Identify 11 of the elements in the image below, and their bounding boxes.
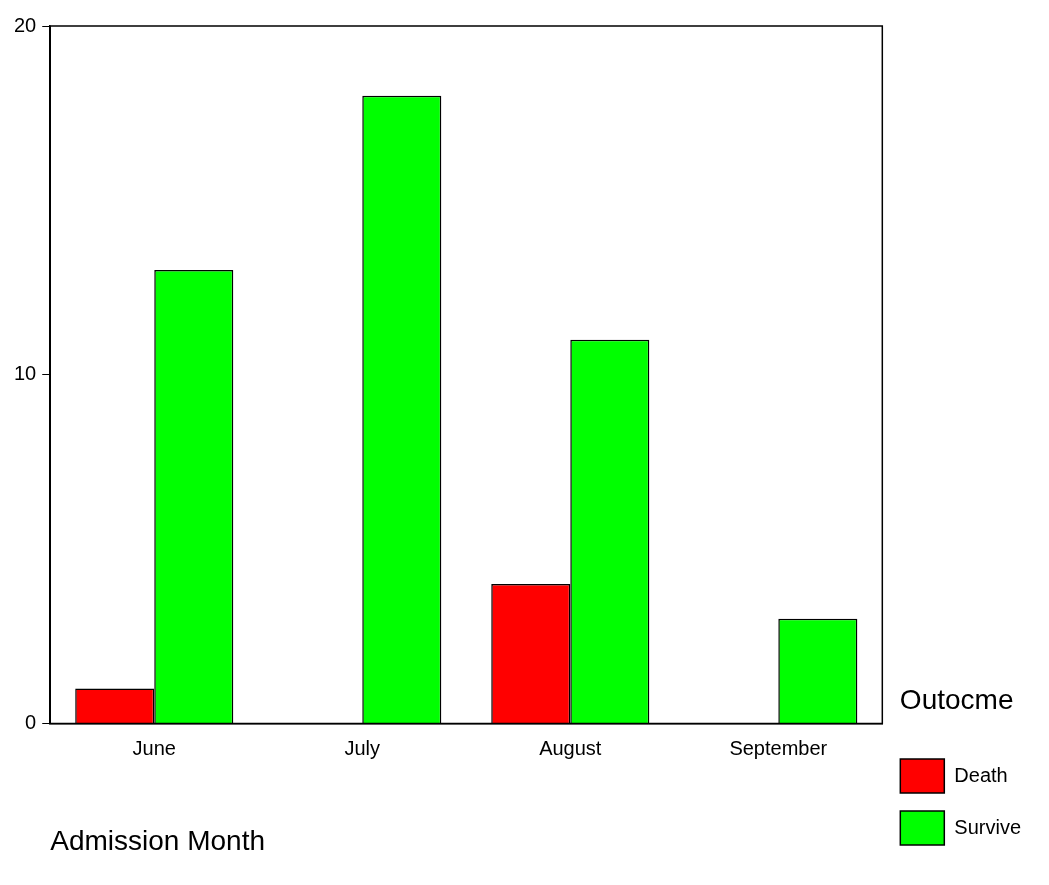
y-tick-label: 0 <box>25 710 37 733</box>
y-tick-label: 10 <box>14 362 37 385</box>
x-axis-title: Admission Month <box>50 824 266 856</box>
x-tick-label: June <box>132 736 176 759</box>
y-tick-label: 20 <box>14 13 37 36</box>
legend-title: Outocme <box>899 684 1014 716</box>
x-tick-label: July <box>344 736 381 759</box>
legend-label: Survive <box>954 815 1022 838</box>
x-tick-label: September <box>729 736 828 759</box>
x-tick-label: August <box>539 736 602 759</box>
legend-label: Death <box>954 763 1008 786</box>
